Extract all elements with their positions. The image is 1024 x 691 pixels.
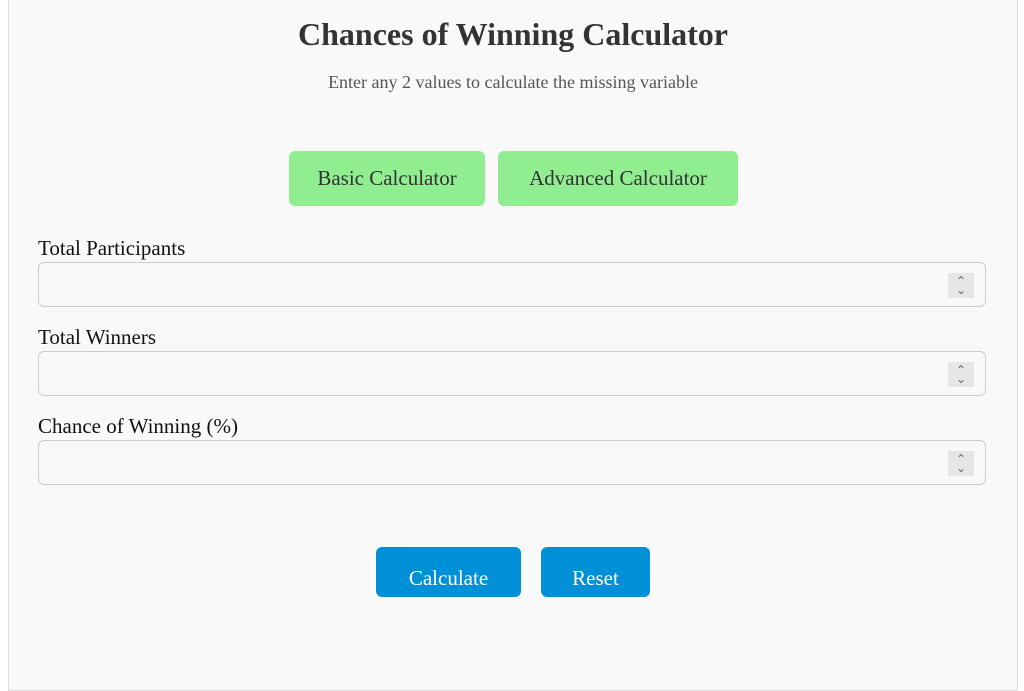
total-winners-input[interactable]: ⌃ ⌄ xyxy=(38,351,986,396)
total-participants-label: Total Participants xyxy=(38,236,186,260)
chance-of-winning-label: Chance of Winning (%) xyxy=(38,414,238,438)
reset-button[interactable]: Reset xyxy=(541,547,650,597)
spinner-icon[interactable]: ⌃ ⌄ xyxy=(948,362,974,387)
spinner-icon[interactable]: ⌃ ⌄ xyxy=(948,273,974,298)
total-participants-input[interactable]: ⌃ ⌄ xyxy=(38,262,986,307)
total-winners-label: Total Winners xyxy=(38,325,157,349)
subtitle: Enter any 2 values to calculate the miss… xyxy=(328,72,698,92)
chance-of-winning-input[interactable]: ⌃ ⌄ xyxy=(38,440,986,485)
calculator-container: Chances of Winning Calculator Enter any … xyxy=(8,0,1018,691)
tab-advanced-calculator[interactable]: Advanced Calculator xyxy=(498,151,738,206)
tab-basic-calculator[interactable]: Basic Calculator xyxy=(289,151,485,206)
spinner-icon[interactable]: ⌃ ⌄ xyxy=(948,451,974,476)
calculate-button[interactable]: Calculate xyxy=(376,547,521,597)
page-title: Chances of Winning Calculator xyxy=(298,16,728,52)
